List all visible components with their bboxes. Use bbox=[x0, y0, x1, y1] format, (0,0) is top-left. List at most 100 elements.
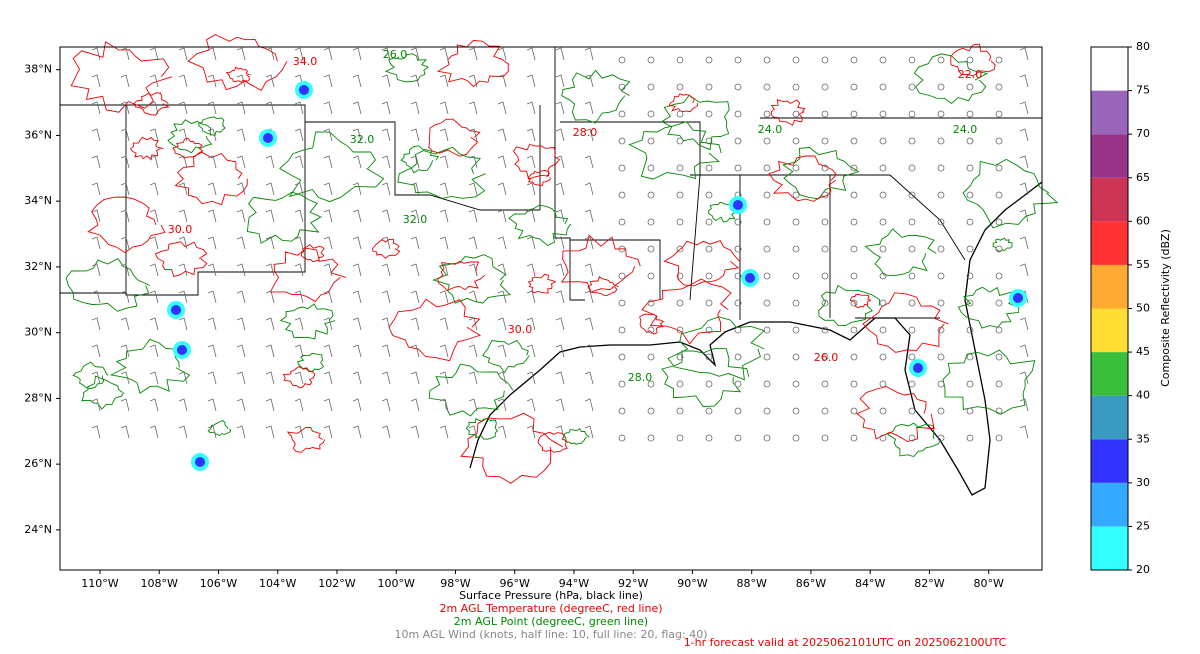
lon-tick-label: 82°W bbox=[914, 577, 944, 590]
calm-wind bbox=[734, 326, 742, 334]
wind-barb bbox=[1019, 263, 1029, 277]
colorbar-segment bbox=[1091, 90, 1128, 135]
contour bbox=[770, 99, 806, 126]
calm-wind bbox=[850, 299, 858, 307]
calm-wind bbox=[647, 56, 655, 64]
calm-wind bbox=[995, 245, 1003, 253]
wind-barb bbox=[410, 344, 420, 358]
wind-barb bbox=[468, 155, 478, 169]
wind-barb bbox=[584, 74, 594, 88]
wind-barb bbox=[381, 371, 391, 385]
wind-barb bbox=[149, 209, 159, 223]
wind-barb bbox=[207, 182, 217, 196]
wind-barb bbox=[207, 290, 217, 304]
lat-tick-label: 28°N bbox=[24, 391, 52, 404]
wind-barb bbox=[555, 263, 565, 277]
contour bbox=[282, 365, 316, 389]
calm-wind bbox=[850, 380, 858, 388]
wind-barb bbox=[91, 209, 101, 223]
wind-barb bbox=[294, 290, 304, 304]
contour bbox=[862, 292, 949, 353]
colorbar-segment bbox=[1091, 482, 1128, 527]
contour bbox=[72, 361, 109, 390]
contour bbox=[913, 53, 989, 105]
calm-wind bbox=[792, 191, 800, 199]
wind-barb bbox=[381, 317, 391, 331]
wind-barb bbox=[381, 182, 391, 196]
lat-tick-label: 36°N bbox=[24, 128, 52, 141]
wind-barb bbox=[91, 155, 101, 169]
calm-wind bbox=[937, 326, 945, 334]
colorbar-segment bbox=[1091, 526, 1128, 570]
wind-barb bbox=[381, 209, 391, 223]
calm-wind bbox=[821, 191, 829, 199]
wind-barb bbox=[149, 371, 159, 385]
contour bbox=[437, 260, 486, 292]
wind-barb bbox=[497, 182, 507, 196]
wind-barb bbox=[526, 182, 536, 196]
contour bbox=[537, 431, 568, 453]
legend-line: 2m AGL Point (degreeC, green line) bbox=[454, 615, 648, 628]
lon-tick-label: 92°W bbox=[618, 577, 648, 590]
wind-barb bbox=[236, 209, 246, 223]
calm-wind bbox=[792, 326, 800, 334]
colorbar-tick-label: 50 bbox=[1136, 302, 1150, 315]
wind-barb bbox=[497, 101, 507, 115]
contour bbox=[279, 303, 336, 340]
colorbar-tick-label: 45 bbox=[1136, 345, 1150, 358]
calm-wind bbox=[763, 380, 771, 388]
wind-barb bbox=[584, 155, 594, 169]
colorbar-tick-label: 30 bbox=[1136, 476, 1150, 489]
wind-barb bbox=[323, 425, 333, 439]
contour bbox=[371, 238, 401, 259]
wind-barb bbox=[294, 155, 304, 169]
calm-wind bbox=[676, 299, 684, 307]
colorbar-segment bbox=[1091, 221, 1128, 265]
echo bbox=[745, 273, 755, 283]
contour bbox=[436, 40, 510, 88]
wind-barb bbox=[410, 398, 420, 412]
calm-wind bbox=[618, 380, 626, 388]
wind-barb bbox=[207, 371, 217, 385]
calm-wind bbox=[850, 434, 858, 442]
calm-wind bbox=[879, 56, 887, 64]
wind-barb bbox=[410, 317, 420, 331]
contour bbox=[279, 131, 385, 203]
contour bbox=[660, 94, 730, 151]
calm-wind bbox=[879, 218, 887, 226]
calm-wind bbox=[705, 434, 713, 442]
contour-label: 28.0 bbox=[628, 371, 653, 384]
calm-wind bbox=[792, 353, 800, 361]
wind-barb bbox=[410, 236, 420, 250]
calm-wind bbox=[763, 245, 771, 253]
calm-wind bbox=[937, 245, 945, 253]
wind-barb bbox=[352, 47, 362, 61]
echo bbox=[263, 133, 273, 143]
wind-barb bbox=[294, 263, 304, 277]
calm-wind bbox=[937, 407, 945, 415]
wind-barb bbox=[584, 182, 594, 196]
calm-wind bbox=[705, 299, 713, 307]
wind-barb bbox=[149, 317, 159, 331]
wind-barb bbox=[497, 236, 507, 250]
calm-wind bbox=[618, 272, 626, 280]
wind-barb bbox=[555, 209, 565, 223]
calm-wind bbox=[879, 83, 887, 91]
colorbar-segment bbox=[1091, 352, 1128, 396]
calm-wind bbox=[792, 299, 800, 307]
wind-barb bbox=[236, 101, 246, 115]
contour bbox=[886, 422, 942, 458]
calm-wind bbox=[705, 110, 713, 118]
wind-barb bbox=[439, 317, 449, 331]
calm-wind bbox=[850, 83, 858, 91]
calm-wind bbox=[763, 299, 771, 307]
echo bbox=[195, 457, 205, 467]
wind-barb bbox=[149, 128, 159, 142]
calm-wind bbox=[821, 299, 829, 307]
calm-wind bbox=[647, 299, 655, 307]
wind-barb bbox=[1019, 398, 1029, 412]
colorbar-segment bbox=[1091, 134, 1128, 178]
contour bbox=[87, 196, 166, 254]
contour bbox=[465, 417, 498, 440]
wind-barb bbox=[439, 263, 449, 277]
